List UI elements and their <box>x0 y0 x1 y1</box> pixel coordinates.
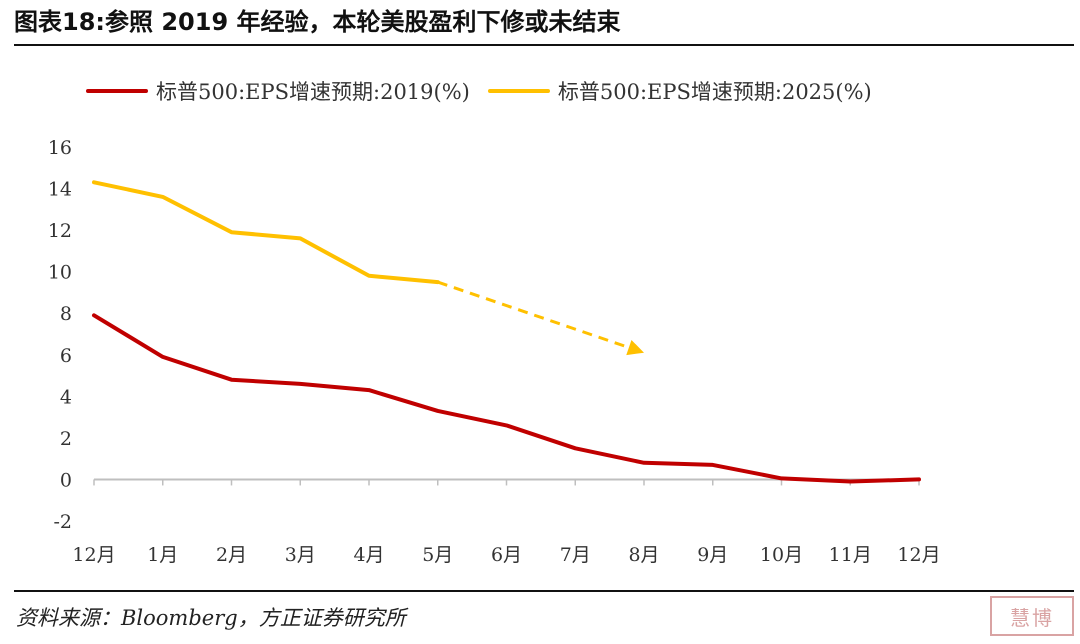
series-line-2019 <box>92 313 921 484</box>
x-tick-label: 12月 <box>897 544 940 566</box>
series-line-2025 <box>92 180 440 285</box>
line-chart: 12月 1月 2月 3月 4月 5月 6月 7月 8月 9月 10月 11月 12月-202468101… <box>48 137 941 566</box>
x-tick-label: 12月 <box>72 544 115 566</box>
y-tick-label: 2 <box>60 428 72 450</box>
y-tick-label: 8 <box>60 303 72 325</box>
axis-layer: 12月 1月 2月 3月 4月 5月 6月 7月 8月 9月 10月 11月 12月-202468101… <box>48 137 941 566</box>
y-tick-label: 12 <box>48 220 72 242</box>
x-tick-label: 2月 <box>216 544 247 566</box>
y-tick-label: 4 <box>60 386 72 408</box>
series-layer <box>92 180 921 484</box>
legend-label-2019: 标普500:EPS增速预期:2019(%) <box>156 80 470 104</box>
watermark-stamp: 慧博 <box>990 596 1074 636</box>
x-tick-label: 6月 <box>491 544 522 566</box>
legend-item-2019: 标普500:EPS增速预期:2019(%) <box>86 76 470 106</box>
legend-swatch-2019 <box>86 89 148 93</box>
x-tick-label: 10月 <box>760 544 803 566</box>
y-tick-label: -2 <box>53 511 72 533</box>
y-tick-label: 14 <box>48 179 72 201</box>
x-tick-label: 11月 <box>829 544 872 566</box>
y-tick-label: 10 <box>48 262 72 284</box>
y-tick-label: 6 <box>60 345 72 367</box>
chart-legend: 标普500:EPS增速预期:2019(%) 标普500:EPS增速预期:2025… <box>86 76 872 106</box>
title-divider <box>14 44 1074 46</box>
x-tick-label: 4月 <box>353 544 384 566</box>
source-divider <box>14 590 1074 592</box>
y-tick-label: 16 <box>48 137 72 159</box>
x-tick-label: 9月 <box>697 544 728 566</box>
x-tick-label: 1月 <box>147 544 178 566</box>
y-tick-label: 0 <box>60 469 72 491</box>
legend-label-2025: 标普500:EPS增速预期:2025(%) <box>557 80 872 104</box>
figure-title: 图表18:参照 2019 年经验，本轮美股盈利下修或未结束 <box>14 8 621 36</box>
x-tick-label: 7月 <box>560 544 591 566</box>
trend-arrow-head <box>626 339 644 356</box>
legend-item-2025: 标普500:EPS增速预期:2025(%) <box>487 76 872 106</box>
x-tick-label: 5月 <box>422 544 453 566</box>
source-note: 资料来源：Bloomberg，方正证券研究所 <box>16 606 406 630</box>
x-tick-label: 3月 <box>285 544 316 566</box>
trend-arrow-line <box>437 280 637 352</box>
x-tick-label: 8月 <box>628 544 659 566</box>
annotation-layer <box>437 280 644 356</box>
legend-swatch-2025 <box>487 89 550 93</box>
